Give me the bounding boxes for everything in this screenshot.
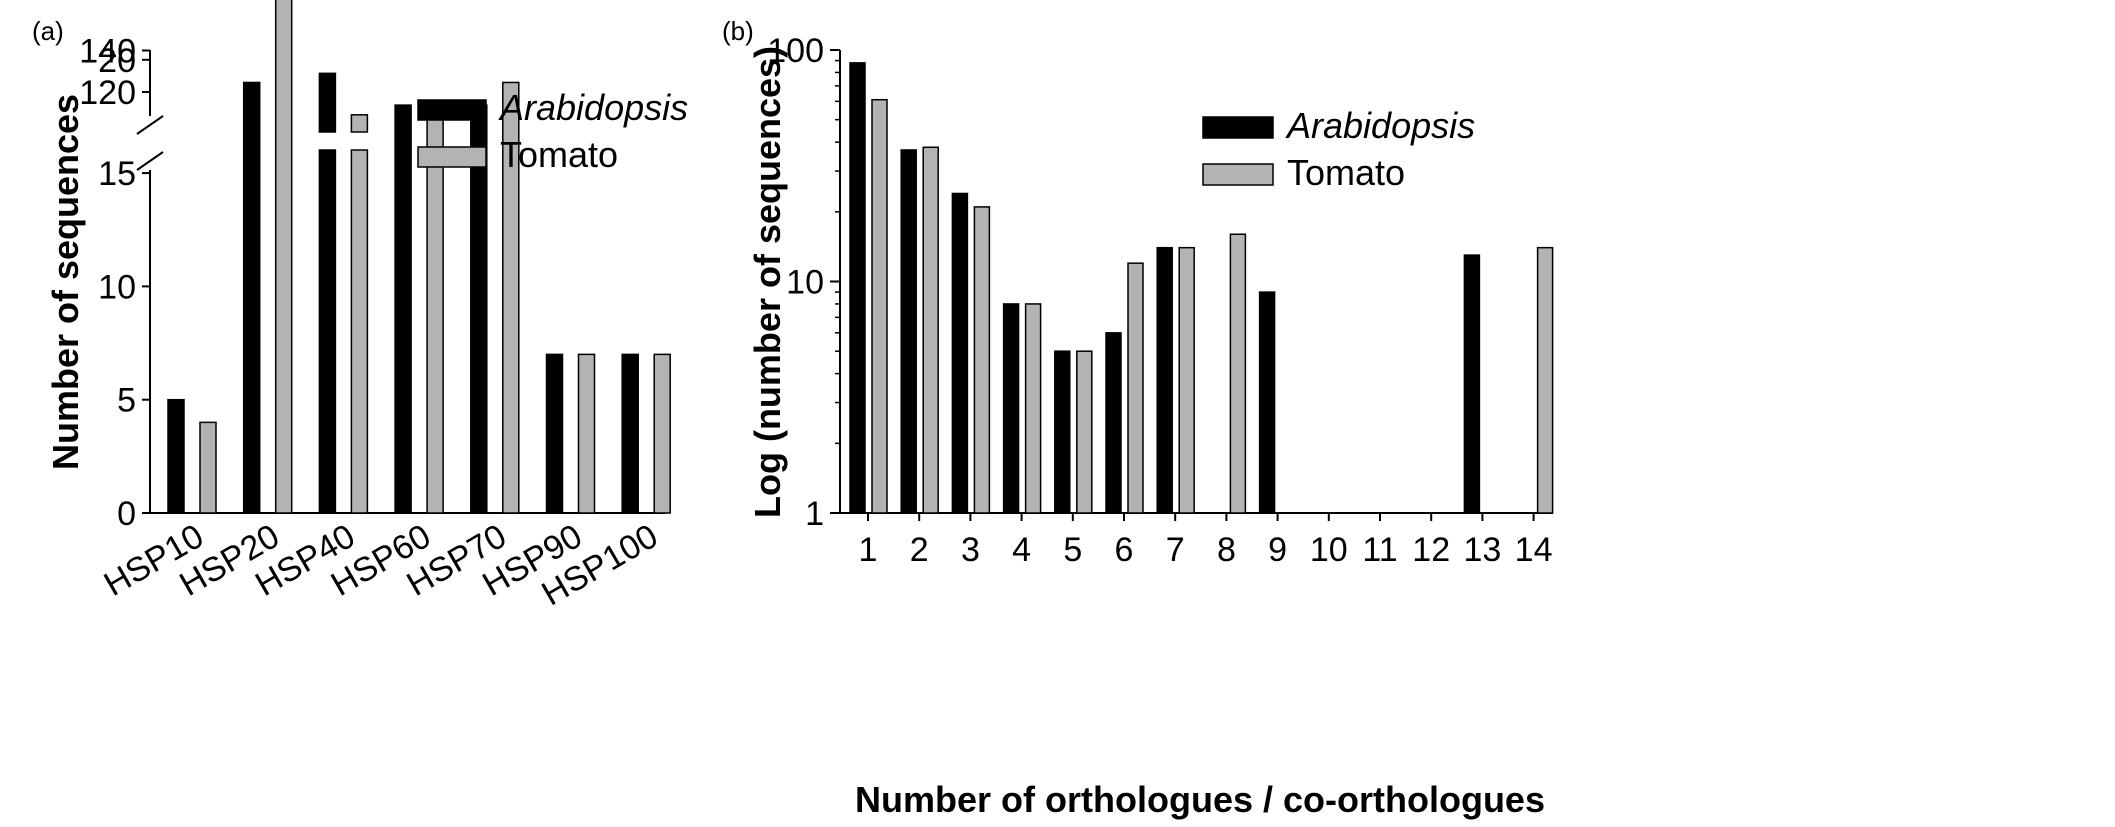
panel-b-legend-label: Tomato [1287,152,1405,193]
panel-b-bar [1054,350,1071,514]
panel-b-bar [1076,350,1093,514]
panel-b-bar [871,98,888,514]
panel-b-x-tick-label: 7 [1166,531,1185,569]
panel-a-axis-break-mark [136,115,164,135]
panel-b-x-tick-label: 2 [910,531,929,569]
panel-b-x-axis-title: Number of orthologues / co-orthologues [855,779,1545,820]
panel-b-x-tick-label: 12 [1412,531,1450,569]
panel-b-label: (b) [722,16,754,46]
panel-a-y-tick-label: 0 [117,495,136,533]
panel-b-y-axis-title: Log (number of sequences) [747,46,788,518]
panel-a-legend-swatch [417,146,487,168]
panel-a-bar [350,114,369,133]
panel-b-bar [1105,332,1122,514]
panel-a-bar [274,0,293,514]
panel-a-bar [318,149,337,514]
panel-a-bar [167,398,185,514]
panel-a-legend-swatch [417,99,487,121]
panel-a-bar [545,353,564,514]
panel-b-legend: Arabidopsis Tomato [1202,105,1475,193]
panel-b-bar [1024,303,1042,514]
panel-b-x-tick-label: 3 [961,531,980,569]
panel-b-y-tick-label: 1 [805,495,824,533]
panel-b-bar [1258,291,1276,514]
panel-a-bar [653,353,671,514]
panel-b-bar [1127,262,1144,514]
panel-a-y-tick-label: 5 [117,382,136,420]
panel-b-bar [1156,246,1173,514]
panel-b-bar [900,149,917,514]
panel-a-bar [621,353,639,514]
panel-b-bar [973,206,991,514]
panel-b-x-tick-label: 14 [1515,531,1553,569]
panel-a-bars [167,0,671,514]
panel-a-y-ticks: 051015202530120140 [79,33,150,533]
panel-a-bar [318,72,337,133]
panel-a-legend-label: Tomato [500,134,618,175]
panel-a-legend: Arabidopsis Tomato [417,87,688,175]
panel-b-x-tick-label: 10 [1310,531,1348,569]
panel-b-legend-label: Arabidopsis [1285,105,1475,146]
panel-a-y-tick-label: 140 [79,33,136,71]
panel-b-bar [1463,254,1481,514]
panel-a-axis-break-mark [136,151,164,171]
panel-a-y-tick-label: 20 [98,42,136,80]
panel-b-x-tick-label: 8 [1217,531,1236,569]
panel-a-bar [577,353,596,514]
panel-a-label: (a) [32,16,64,46]
panel-b-x-tick-label: 11 [1362,531,1397,569]
panel-a-bar [242,81,261,514]
panel-b-x-tick-label: 1 [859,531,878,569]
panel-b-y-tick-label: 100 [767,32,824,70]
panel-b-x-tick-label: 6 [1115,531,1134,569]
panel-a-y-tick-label: 10 [98,268,136,306]
panel-b-legend-swatch [1202,116,1274,139]
panel-b-bar [1229,233,1247,514]
panel-b: (b) Log (number of sequences) Number of … [722,16,1554,820]
panel-b-bar [1178,246,1195,514]
panel-a-bar [394,104,412,514]
panel-b-x-tick-label: 13 [1463,531,1501,569]
panel-b-bar [922,146,939,514]
panel-a-y-tick-label: 15 [98,155,136,193]
panel-b-x-ticks: 1 2 3 4 5 6 7 8 9 10 11 12 13 14 [859,513,1553,569]
panel-a: (a) Number of sequences 0510152025301201… [32,0,688,613]
panel-a-bar [502,81,520,514]
panel-b-x-tick-label: 5 [1063,531,1082,569]
panel-b-y-tick-label: 10 [786,264,824,302]
panel-a-y-tick-label: 120 [79,74,136,112]
panel-b-x-tick-label: 4 [1012,531,1031,569]
panel-b-y-ticks: 1 10 100 [767,32,840,533]
panel-a-bar [350,149,369,514]
panel-b-bar [849,62,866,514]
panel-b-bar [951,192,969,514]
panel-b-bars [849,62,1554,514]
panel-a-legend-label: Arabidopsis [498,87,688,128]
panel-b-x-tick-label: 9 [1268,531,1287,569]
panel-b-bar [1536,246,1554,514]
panel-b-legend-swatch [1202,163,1274,186]
panel-a-y-axis-title: Number of sequences [45,94,86,470]
panel-a-bar [199,421,217,514]
panel-b-bar [1002,303,1020,514]
